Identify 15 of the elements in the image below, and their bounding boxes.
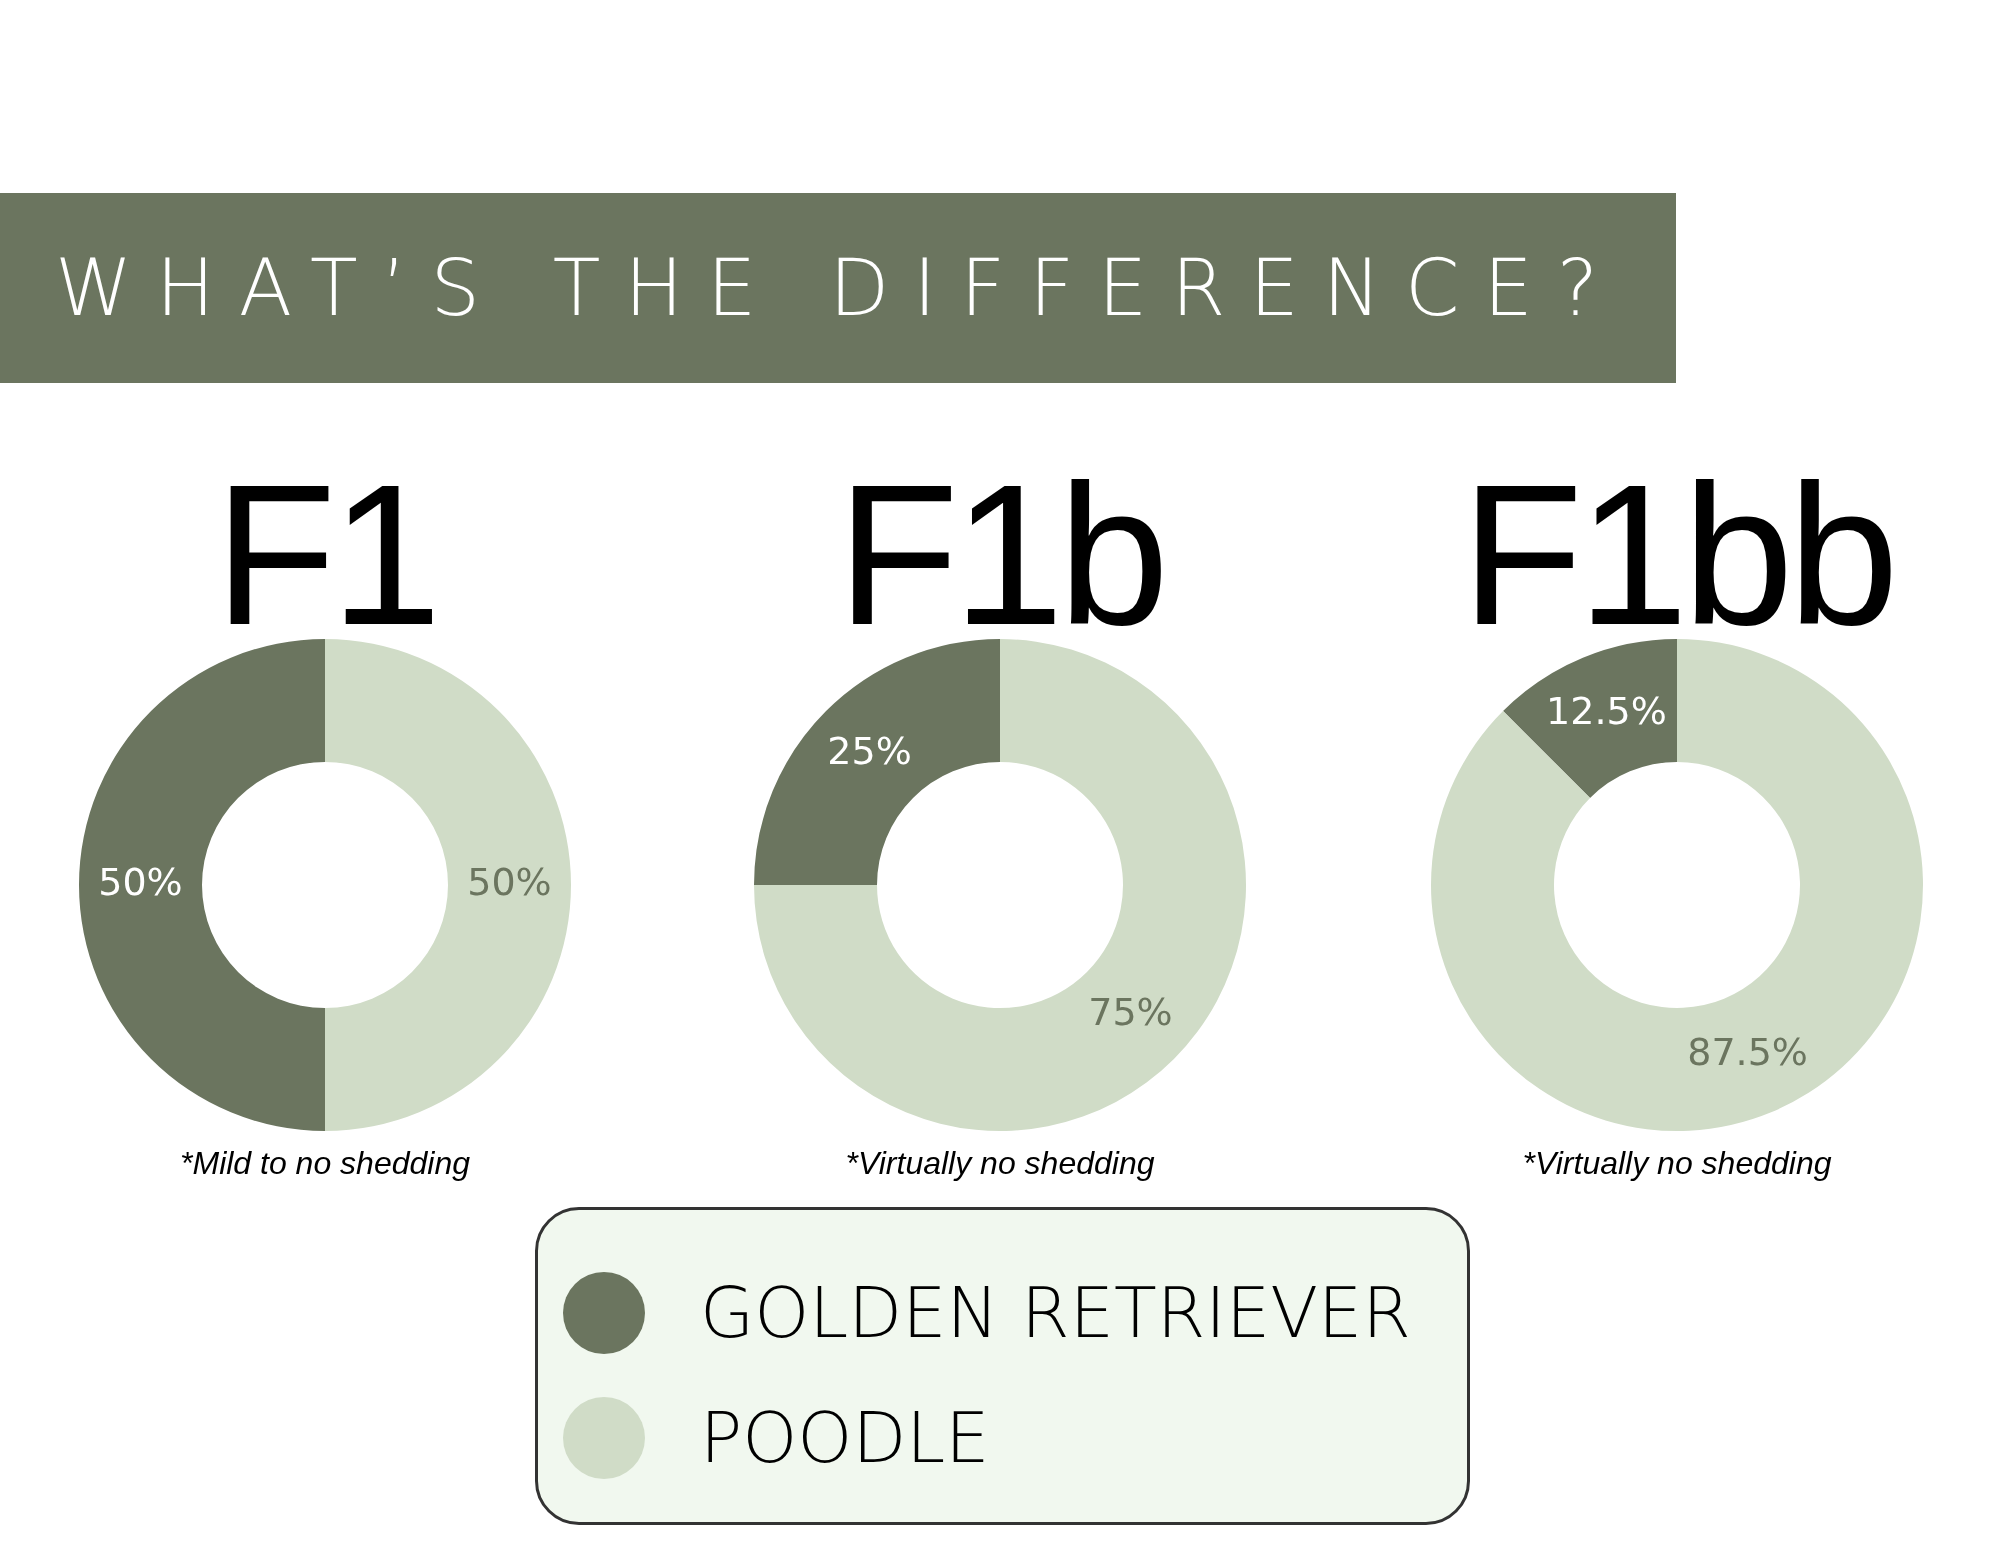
chart-title: F1bb — [1460, 443, 1894, 666]
data-label: 25% — [827, 729, 912, 774]
data-label: 87.5% — [1687, 1030, 1808, 1075]
data-label: 50% — [98, 859, 183, 904]
chart-title: F1 — [213, 443, 437, 666]
text: *Virtually no shedding — [1521, 1145, 1833, 1182]
text: *Mild to no shedding — [179, 1145, 471, 1182]
data-label: 12.5% — [1546, 689, 1667, 734]
legend-label: GOLDEN RETRIEVER — [700, 1271, 1411, 1354]
data-label: 75% — [1088, 990, 1173, 1035]
text: *Virtually no shedding — [844, 1145, 1156, 1182]
data-label: 50% — [467, 859, 552, 904]
chart-title: F1b — [835, 443, 1165, 666]
legend-label: POODLE — [700, 1396, 990, 1479]
text: WHAT’S THE DIFFERENCE? — [0, 193, 1676, 383]
